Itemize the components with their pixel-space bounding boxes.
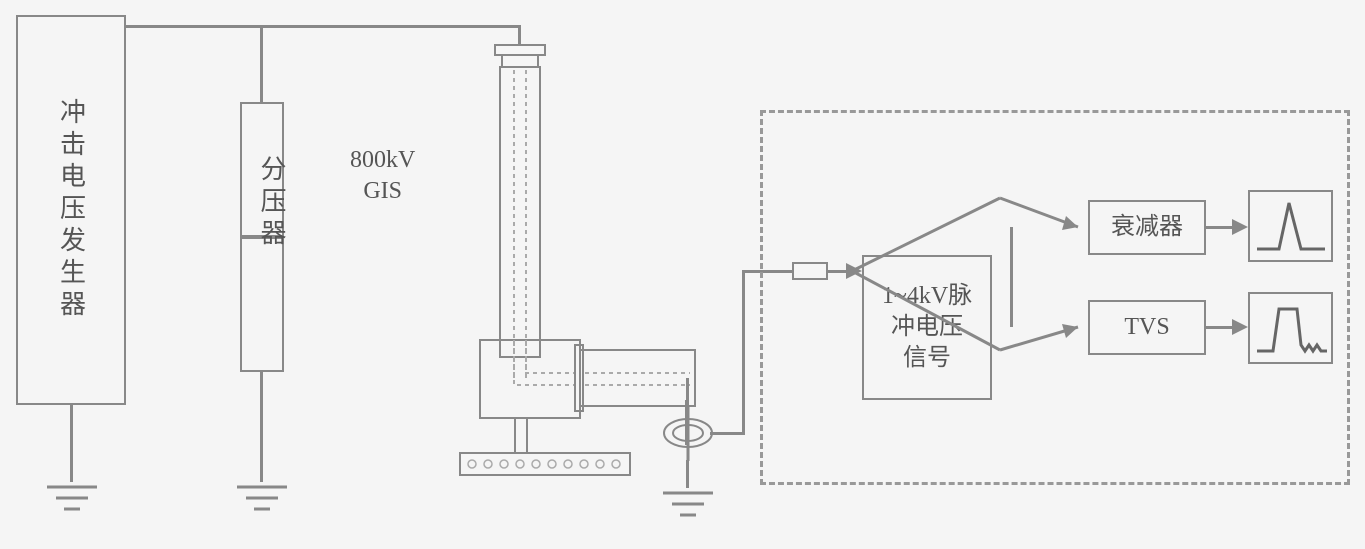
gis-label-line2: GIS (350, 176, 415, 207)
wire-to-divider-v (260, 25, 263, 103)
ground-divider (232, 482, 292, 522)
series-resistor (792, 262, 828, 280)
wire-divider-ground-v (260, 372, 263, 482)
wire-generator-ground-v (70, 405, 73, 482)
attenuator-label: 衰减器 (1111, 212, 1183, 243)
ground-generator (42, 482, 102, 522)
waveform-peak-box (1248, 190, 1333, 262)
generator-label: 冲击电压发生器 (53, 98, 90, 322)
generator-box: 冲击电压发生器 (16, 15, 126, 405)
tvs-label: TVS (1124, 312, 1169, 343)
gis-label-line1: 800kV (350, 145, 415, 176)
ground-sensor (658, 488, 718, 528)
diagram-canvas: 冲击电压发生器 分压器 800kV GIS (0, 0, 1365, 549)
waveform-clamped-box (1248, 292, 1333, 364)
waveform-clamped-icon (1251, 295, 1331, 361)
gis-label: 800kV GIS (350, 145, 415, 207)
wire-sensor-out-h1 (710, 432, 745, 435)
wire-sensor-out-v (742, 270, 745, 435)
waveform-peak-icon (1251, 193, 1331, 259)
divider-label: 分压器 (253, 155, 290, 251)
tvs-box: TVS (1088, 300, 1206, 355)
attenuator-box: 衰减器 (1088, 200, 1206, 255)
wire-sensor-to-ground (686, 460, 689, 488)
wire-gis-arm-to-sensor-v (686, 378, 689, 408)
divider-bottom-box (240, 237, 284, 372)
ct-sensor (660, 405, 716, 461)
wire-generator-out-h (126, 25, 521, 28)
